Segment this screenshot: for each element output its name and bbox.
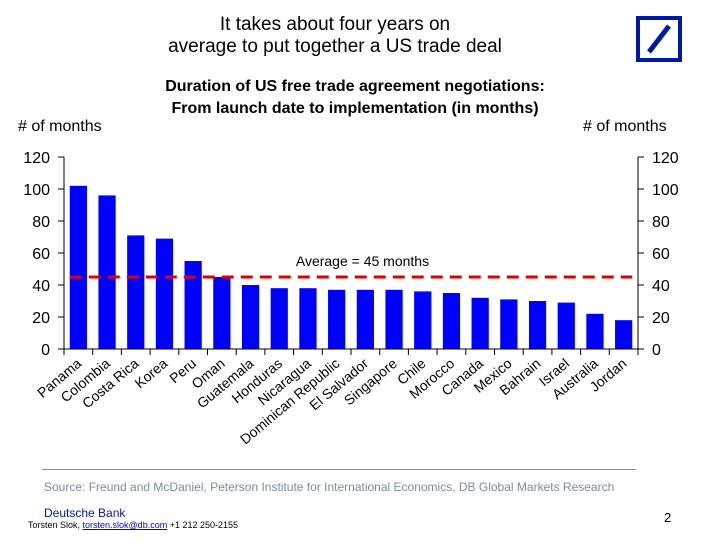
deutsche-bank-logo: [636, 16, 682, 62]
chart-title-line-1: Duration of US free trade agreement nego…: [165, 78, 545, 95]
author-email-link[interactable]: torsten.slok@db.com: [82, 520, 168, 530]
headline-line-2: average to put together a US trade deal: [168, 36, 502, 57]
page-number: 2: [664, 510, 672, 525]
bar-jordan: [615, 320, 633, 349]
bar-chart: # of months # of months 020406080100120 …: [18, 118, 679, 448]
bar-israel: [557, 302, 575, 349]
bar-el-salvador: [356, 289, 374, 349]
x-tick-label: Korea: [131, 355, 170, 391]
footer-bank-name: Deutsche Bank: [44, 506, 126, 520]
y-tick-label-left: 100: [23, 182, 50, 199]
headline-line-1: It takes about four years on: [219, 14, 451, 35]
y-tick-label-left: 60: [32, 246, 50, 263]
author-phone: +1 212 250-2155: [167, 520, 239, 530]
y-tick-label-right: 40: [652, 278, 670, 295]
bar-colombia: [98, 195, 116, 349]
bar-bahrain: [528, 301, 547, 349]
y-tick-label-left: 20: [32, 310, 50, 327]
bar-oman: [213, 277, 231, 349]
bar-korea: [155, 238, 174, 349]
y-axis-right: 0 20 40 60 80 100 120: [637, 150, 679, 359]
bar-panama: [69, 185, 87, 349]
average-label: Average = 45 months: [296, 253, 429, 269]
y-tick-label-right: 60: [652, 246, 670, 263]
bar-honduras: [270, 288, 288, 349]
chart-title: Duration of US free trade agreement nego…: [100, 76, 610, 120]
source-note: Source: Freund and McDaniel, Peterson In…: [44, 480, 615, 494]
y-tick-label-left: 80: [32, 214, 50, 231]
y-axis-left: 0 20 40 60 80 100 120: [23, 150, 65, 359]
bar-canada: [471, 297, 489, 349]
chart-title-line-2: From launch date to implementation (in m…: [171, 100, 539, 117]
y-tick-label-right: 100: [652, 182, 679, 199]
y-axis-label-right: # of months: [583, 118, 667, 135]
y-tick-label-right: 120: [652, 150, 679, 167]
bar-morocco: [442, 293, 461, 349]
x-axis: [63, 348, 639, 355]
y-tick-label-left: 40: [32, 278, 50, 295]
y-tick-label-left: 0: [41, 342, 50, 359]
y-tick-label-right: 0: [652, 342, 661, 359]
bar-mexico: [500, 299, 518, 349]
logo-slash-icon: [647, 24, 671, 54]
bars-group: [69, 185, 633, 349]
bar-dominican-republic: [328, 289, 346, 349]
y-tick-label-left: 120: [23, 150, 50, 167]
bar-guatemala: [241, 285, 260, 349]
bar-chile: [414, 291, 432, 349]
bar-australia: [586, 313, 604, 349]
average-group: Average = 45 months: [69, 253, 633, 279]
footer-divider: [42, 469, 636, 470]
y-tick-label-right: 80: [652, 214, 670, 231]
bar-peru: [184, 261, 202, 349]
y-tick-label-right: 20: [652, 310, 670, 327]
bar-costa-rica: [127, 235, 145, 349]
author-name: Torsten Slok,: [28, 520, 83, 530]
bar-nicaragua: [299, 288, 317, 349]
y-axis-label-left: # of months: [18, 118, 102, 135]
slide-headline: It takes about four years on average to …: [100, 14, 570, 58]
footer-contact: Torsten Slok, torsten.slok@db.com +1 212…: [28, 520, 238, 530]
bar-singapore: [385, 289, 403, 349]
